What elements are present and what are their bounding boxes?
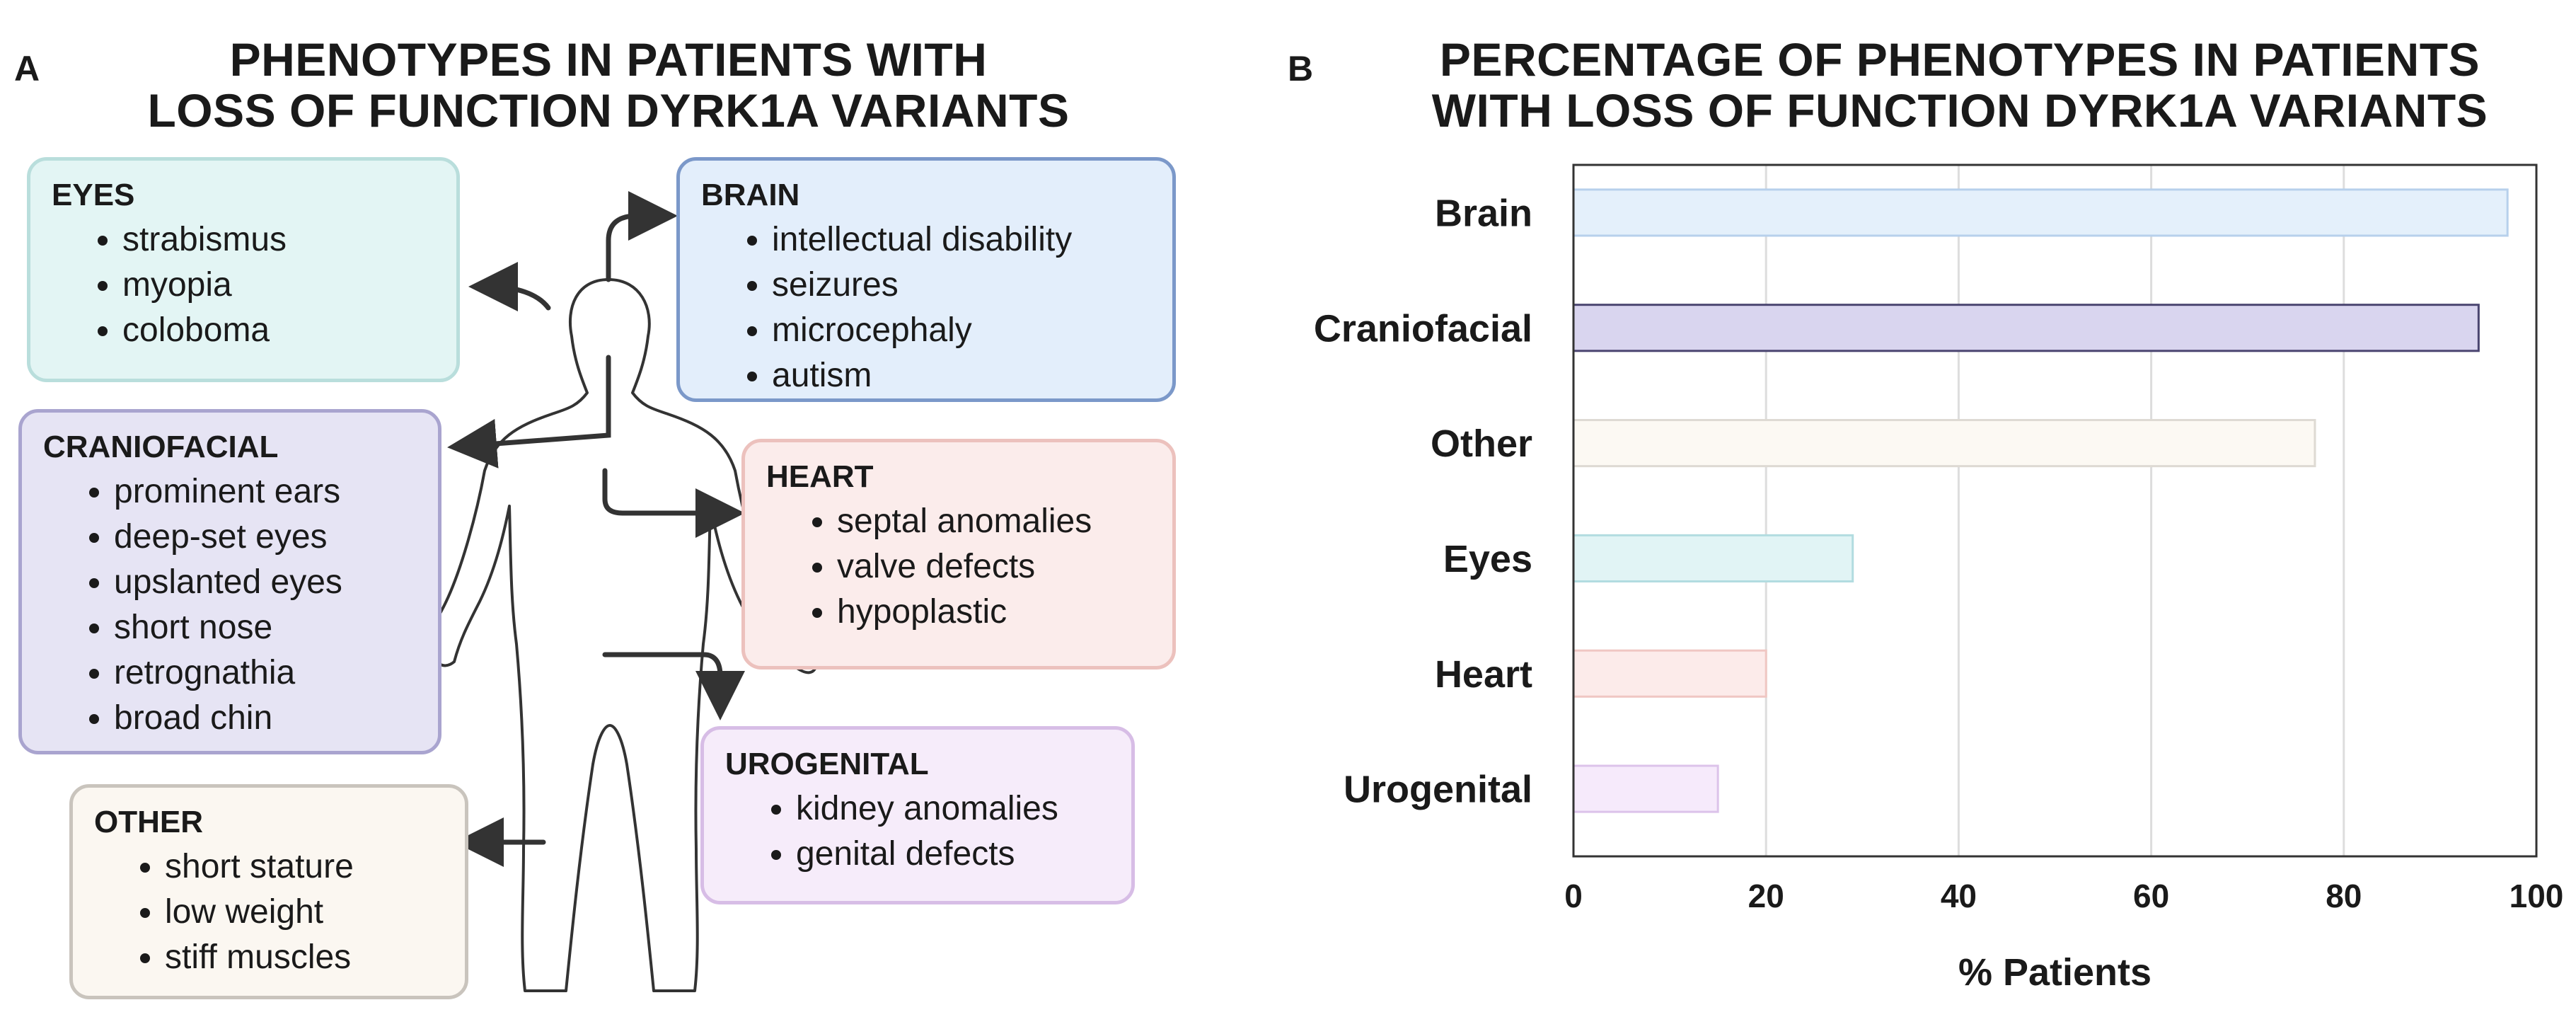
category-label-eyes: Eyes bbox=[1443, 538, 1532, 580]
list-item: coloboma bbox=[122, 308, 435, 353]
panel-a-title-line1: PHENOTYPES IN PATIENTS WITH bbox=[229, 33, 988, 86]
brain-list: intellectual disability seizures microce… bbox=[701, 217, 1151, 398]
x-tick-label: 20 bbox=[1748, 878, 1784, 914]
x-tick-label: 80 bbox=[2326, 878, 2362, 914]
bar-brain bbox=[1572, 188, 2509, 237]
bar-heart bbox=[1572, 649, 1767, 698]
urogenital-title: UROGENITAL bbox=[725, 747, 929, 781]
plot-frame bbox=[1572, 163, 2538, 858]
brain-box: BRAIN intellectual disability seizures m… bbox=[676, 157, 1176, 402]
other-title: OTHER bbox=[94, 805, 203, 839]
bar-other bbox=[1572, 419, 2316, 468]
panel-a-title: PHENOTYPES IN PATIENTS WITH LOSS OF FUNC… bbox=[85, 34, 1132, 136]
panel-a-title-line2: LOSS OF FUNCTION DYRK1A VARIANTS bbox=[147, 84, 1070, 137]
list-item: short stature bbox=[165, 844, 444, 890]
list-item: prominent ears bbox=[114, 469, 417, 515]
category-label-urogenital: Urogenital bbox=[1344, 769, 1532, 811]
arrow-to-craniofacial bbox=[447, 355, 611, 469]
category-label-heart: Heart bbox=[1435, 653, 1532, 696]
list-item: myopia bbox=[122, 263, 435, 308]
craniofacial-list: prominent ears deep-set eyes upslanted e… bbox=[43, 469, 417, 741]
list-item: low weight bbox=[165, 890, 444, 935]
x-tick-label: 0 bbox=[1564, 878, 1583, 914]
list-item: hypoplastic bbox=[837, 590, 1151, 635]
craniofacial-title: CRANIOFACIAL bbox=[43, 430, 279, 464]
arrow-to-brain bbox=[606, 191, 678, 282]
category-label-craniofacial: Craniofacial bbox=[1314, 307, 1532, 350]
chart-tick-labels: 0 20 40 60 80 100 bbox=[1564, 878, 2563, 914]
list-item: deep-set eyes bbox=[114, 515, 417, 560]
list-item: intellectual disability bbox=[772, 217, 1151, 263]
panel-b-title-line1: PERCENTAGE OF PHENOTYPES IN PATIENTS bbox=[1439, 33, 2480, 86]
arrow-to-urogenital bbox=[602, 652, 745, 720]
list-item: septal anomalies bbox=[837, 499, 1151, 544]
panel-b-letter: B bbox=[1288, 49, 1314, 88]
x-tick-label: 60 bbox=[2133, 878, 2169, 914]
list-item: microcephaly bbox=[772, 308, 1151, 353]
eyes-title: EYES bbox=[52, 178, 135, 212]
list-item: autism bbox=[772, 353, 1151, 398]
urogenital-box: UROGENITAL kidney anomalies genital defe… bbox=[700, 726, 1135, 904]
heart-title: HEART bbox=[766, 459, 874, 494]
eyes-box: EYES strabismus myopia coloboma bbox=[27, 157, 460, 382]
x-axis-label: % Patients bbox=[1958, 951, 2152, 994]
eyes-list: strabismus myopia coloboma bbox=[52, 217, 435, 353]
bar-eyes bbox=[1572, 534, 1854, 582]
heart-list: septal anomalies valve defects hypoplast… bbox=[766, 499, 1151, 635]
other-list: short stature low weight stiff muscles bbox=[94, 844, 444, 980]
bar-urogenital bbox=[1572, 764, 1719, 813]
chart-category-labels: Brain Craniofacial Other Eyes Heart Urogenita… bbox=[1314, 192, 1532, 810]
bar-craniofacial bbox=[1572, 304, 2480, 352]
craniofacial-box: CRANIOFACIAL prominent ears deep-set eye… bbox=[18, 409, 441, 754]
list-item: retrognathia bbox=[114, 650, 417, 696]
urogenital-list: kidney anomalies genital defects bbox=[725, 786, 1110, 877]
arrow-to-eyes bbox=[468, 262, 551, 312]
panel-b-title: PERCENTAGE OF PHENOTYPES IN PATIENTS WIT… bbox=[1358, 34, 2561, 136]
list-item: short nose bbox=[114, 605, 417, 650]
brain-title: BRAIN bbox=[701, 178, 800, 212]
list-item: valve defects bbox=[837, 544, 1151, 590]
list-item: strabismus bbox=[122, 217, 435, 263]
category-label-other: Other bbox=[1431, 423, 1532, 465]
list-item: genital defects bbox=[796, 832, 1110, 877]
heart-box: HEART septal anomalies valve defects hyp… bbox=[741, 439, 1176, 670]
chart-grid bbox=[1764, 165, 2345, 856]
panel-b-title-line2: WITH LOSS OF FUNCTION DYRK1A VARIANTS bbox=[1431, 84, 2488, 137]
other-box: OTHER short stature low weight stiff mus… bbox=[69, 784, 468, 999]
x-tick-label: 100 bbox=[2509, 878, 2564, 914]
category-label-brain: Brain bbox=[1435, 192, 1532, 234]
list-item: broad chin bbox=[114, 696, 417, 741]
connector-arrows bbox=[447, 191, 745, 867]
list-item: stiff muscles bbox=[165, 935, 444, 980]
x-tick-label: 40 bbox=[1941, 878, 1977, 914]
list-item: upslanted eyes bbox=[114, 560, 417, 605]
chart-bars bbox=[1572, 188, 2509, 813]
list-item: kidney anomalies bbox=[796, 786, 1110, 832]
panel-a-letter: A bbox=[14, 49, 40, 88]
list-item: seizures bbox=[772, 263, 1151, 308]
arrow-to-heart bbox=[602, 468, 745, 538]
